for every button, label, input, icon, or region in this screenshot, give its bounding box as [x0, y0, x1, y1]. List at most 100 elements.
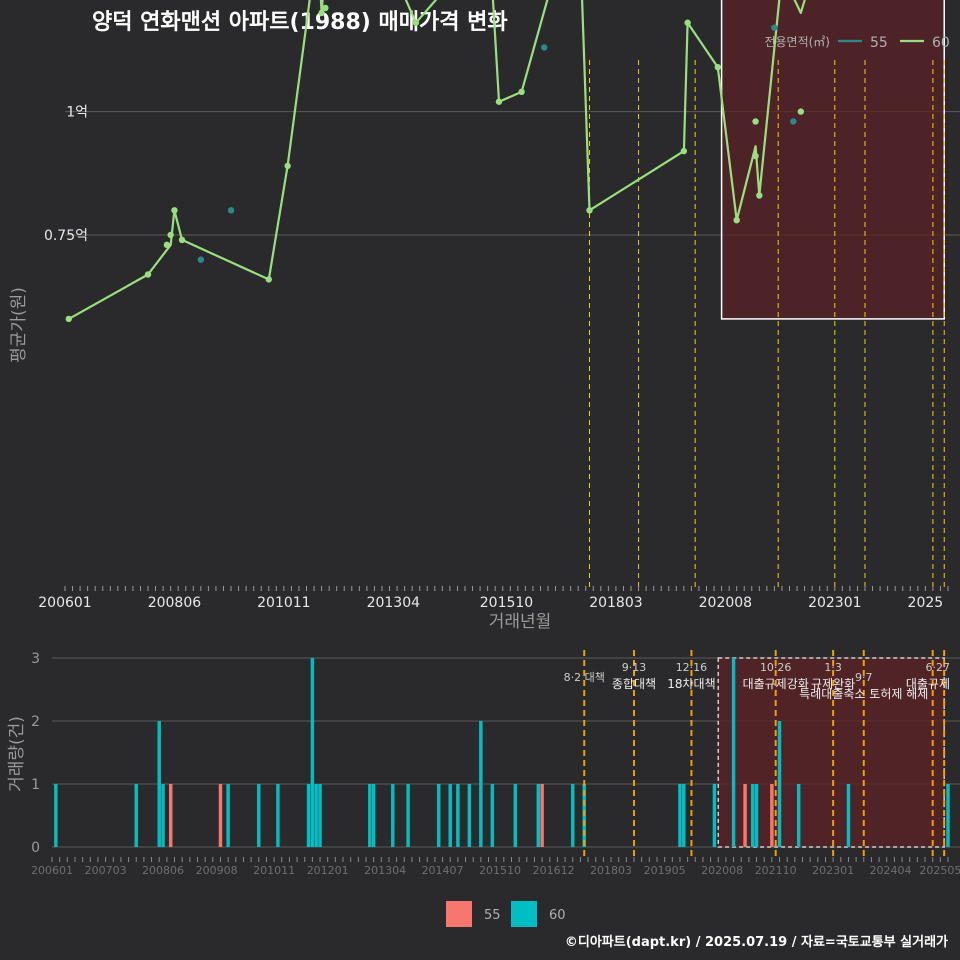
- series-60-point: [171, 207, 178, 214]
- volume-x-tick-label: 201304: [364, 864, 406, 877]
- volume-bar-60: [536, 784, 541, 847]
- volume-bar-60: [777, 721, 782, 847]
- series-60-point: [144, 271, 152, 278]
- volume-x-tick-label: 202301: [812, 864, 854, 877]
- volume-bar-60: [513, 784, 518, 847]
- volume-bar-60: [314, 784, 318, 847]
- series-55-point: [227, 207, 235, 214]
- x-tick-label: 201011: [257, 595, 310, 611]
- volume-bar-60: [368, 784, 372, 847]
- policy-annotation: 특례대출축소 토허제 해제: [799, 687, 928, 701]
- series-60-point: [684, 19, 691, 26]
- volume-legend-label-60: 60: [549, 908, 566, 923]
- volume-bar-60: [846, 784, 851, 847]
- series-55-point: [197, 256, 205, 263]
- volume-x-tick-label: 200806: [142, 864, 184, 877]
- volume-bar-60: [490, 784, 495, 847]
- volume-bar-60: [796, 784, 801, 847]
- volume-bar-55: [218, 784, 223, 847]
- volume-bar-60: [54, 784, 58, 847]
- page-title: 양덕 연화맨션 아파트(1988) 매매가격 변화: [92, 10, 508, 35]
- policy-annotation: 8·2 대책: [564, 671, 605, 684]
- volume-bar-60: [456, 784, 460, 847]
- volume-bar-60: [754, 784, 759, 847]
- x-axis-title: 거래년월: [489, 612, 552, 632]
- x-tick-label: 200806: [148, 595, 202, 611]
- policy-annotation: 12·16: [676, 661, 708, 674]
- series-60-point: [495, 98, 503, 105]
- volume-bar-60: [946, 784, 950, 847]
- series-60-point: [265, 276, 272, 283]
- series-60-line: [68, 0, 806, 320]
- series-60-point: [797, 108, 805, 115]
- policy-annotation: 종합대책: [612, 676, 656, 691]
- source-footer: ©디아파트(dapt.kr) / 2025.07.19 / 자료=국토교통부 실…: [564, 935, 948, 950]
- legend-label-55: 55: [870, 35, 888, 51]
- series-60-point: [178, 236, 186, 244]
- volume-bar-60: [750, 784, 755, 847]
- policy-annotation: 대출규제강화: [743, 677, 809, 691]
- volume-x-tick-label: 201803: [590, 864, 632, 877]
- volume-bar-60: [571, 784, 575, 847]
- volume-bar-60: [257, 784, 261, 847]
- volume-bar-60: [678, 784, 682, 847]
- series-60-point: [680, 147, 688, 155]
- policy-annotation: 10·26: [760, 661, 792, 674]
- volume-bar-60: [161, 784, 165, 847]
- volume-x-tick-label: 201407: [422, 864, 464, 877]
- series-60-point: [752, 152, 759, 160]
- highlight-box: [720, 0, 945, 320]
- series-60-point: [163, 241, 171, 249]
- x-tick-label: 202301: [808, 595, 861, 611]
- series-60-point: [518, 88, 525, 96]
- series-60-point: [752, 118, 759, 125]
- policy-annotation: 1·3: [824, 661, 842, 674]
- volume-x-tick-label: 200601: [31, 864, 73, 877]
- volume-x-tick-label: 202110: [755, 864, 797, 877]
- x-tick-label: 201803: [589, 595, 642, 611]
- volume-x-tick-label: 202008: [701, 864, 743, 877]
- policy-annotation: 9·7: [855, 671, 873, 684]
- policy-annotation: 9·13: [622, 661, 647, 674]
- policy-annotation: 18차대책: [667, 676, 715, 691]
- volume-bar-60: [467, 784, 472, 847]
- volume-legend-label-55: 55: [484, 908, 501, 923]
- volume-y-axis-title: 거래량(건): [7, 716, 27, 792]
- policy-annotation: 대출규제: [906, 677, 950, 691]
- x-tick-label: 201510: [480, 595, 533, 611]
- series-60-point: [714, 63, 722, 71]
- volume-x-tick-label: 201011: [253, 864, 295, 877]
- x-tick-label: 202008: [699, 595, 752, 611]
- volume-x-tick-label: 201905: [644, 864, 686, 877]
- volume-bar-60: [479, 721, 483, 847]
- volume-bar-60: [712, 784, 717, 847]
- volume-bar-55: [540, 784, 544, 847]
- series-60-point: [733, 216, 740, 224]
- series-55-point: [771, 24, 778, 31]
- volume-x-tick-label: 201510: [479, 864, 521, 877]
- x-tick-label: 201304: [367, 595, 421, 611]
- volume-bar-60: [406, 784, 410, 847]
- volume-bar-60: [371, 784, 376, 847]
- series-60-point: [284, 162, 291, 170]
- volume-bar-60: [731, 658, 736, 847]
- series-60-point: [586, 207, 593, 214]
- volume-bar-55: [743, 784, 747, 847]
- policy-annotation: 규제완화: [811, 677, 855, 691]
- volume-bar-60: [682, 784, 686, 847]
- volume-x-tick-label: 200908: [196, 864, 238, 877]
- volume-bar-60: [226, 784, 230, 847]
- series-60-point: [756, 192, 763, 199]
- volume-bar-55: [168, 784, 173, 847]
- volume-x-tick-label: 201612: [533, 864, 575, 877]
- y-tick-label: 0.75억: [44, 228, 88, 244]
- legend-title: 전용면적(㎡): [764, 35, 830, 49]
- volume-y-tick-label: 1: [31, 777, 40, 793]
- volume-bar-55: [770, 784, 774, 847]
- x-tick-label: 200601: [38, 595, 91, 611]
- volume-bar-60: [391, 784, 395, 847]
- volume-bar-60: [276, 784, 280, 847]
- series-60-point: [65, 315, 72, 323]
- volume-x-tick-label: 200703: [85, 864, 127, 877]
- volume-legend-swatch-55: [446, 901, 472, 927]
